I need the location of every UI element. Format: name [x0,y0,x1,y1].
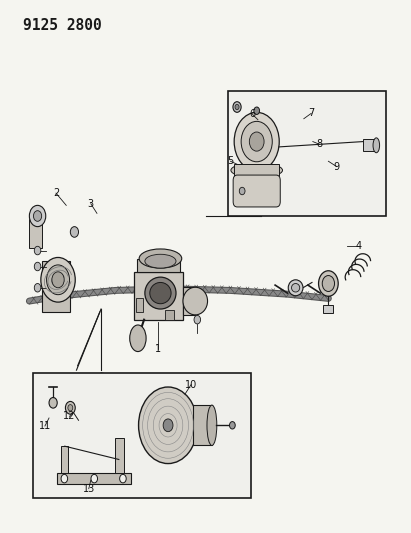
Circle shape [249,132,264,151]
Circle shape [235,104,239,110]
Circle shape [65,401,75,414]
Text: 1: 1 [155,344,162,354]
Bar [58,473,131,484]
Bar [134,272,183,320]
Circle shape [194,316,201,324]
Text: 7: 7 [308,108,314,118]
Circle shape [229,422,235,429]
Circle shape [34,262,41,271]
Text: 2: 2 [53,188,59,198]
Circle shape [322,276,335,292]
Circle shape [68,405,73,411]
Bar [234,165,279,176]
Text: 9125 2800: 9125 2800 [23,18,102,33]
Text: 3: 3 [88,199,94,209]
Ellipse shape [139,249,182,268]
Ellipse shape [373,138,380,153]
Circle shape [29,205,46,227]
Bar [363,140,376,151]
Ellipse shape [145,254,176,268]
Circle shape [34,284,41,292]
Ellipse shape [231,163,282,177]
Circle shape [70,227,79,237]
Circle shape [41,257,75,302]
FancyBboxPatch shape [233,175,280,207]
Circle shape [241,122,272,162]
Text: 5: 5 [227,156,233,166]
Text: 6: 6 [249,109,256,119]
Circle shape [234,112,279,171]
Text: 4: 4 [356,241,362,251]
Text: 10: 10 [185,379,197,390]
Circle shape [319,271,338,296]
Circle shape [254,107,260,115]
Bar [61,446,68,473]
Bar [323,305,333,313]
Circle shape [239,187,245,195]
Circle shape [52,272,64,288]
Text: 9: 9 [333,161,339,172]
Bar [33,373,251,498]
Bar [228,91,386,216]
Bar [136,298,143,312]
Text: 8: 8 [316,139,323,149]
Ellipse shape [130,325,146,352]
Ellipse shape [207,405,217,446]
Ellipse shape [183,287,208,315]
Ellipse shape [150,282,171,304]
Bar [42,261,70,312]
Bar [194,405,212,446]
Circle shape [91,474,97,483]
Bar [137,259,180,272]
Circle shape [120,474,126,483]
Ellipse shape [288,280,303,296]
Circle shape [233,102,241,112]
Circle shape [46,265,69,295]
Ellipse shape [145,277,176,309]
Circle shape [61,474,68,483]
Circle shape [34,246,41,255]
Circle shape [49,398,57,408]
Circle shape [139,387,198,464]
Bar [29,219,42,248]
Bar [115,438,124,473]
Text: 13: 13 [83,484,95,494]
Bar [164,310,173,320]
Ellipse shape [291,284,300,292]
Circle shape [33,211,42,221]
Text: 11: 11 [39,421,51,431]
Bar [183,287,195,315]
Circle shape [163,419,173,432]
Text: 12: 12 [63,411,76,422]
